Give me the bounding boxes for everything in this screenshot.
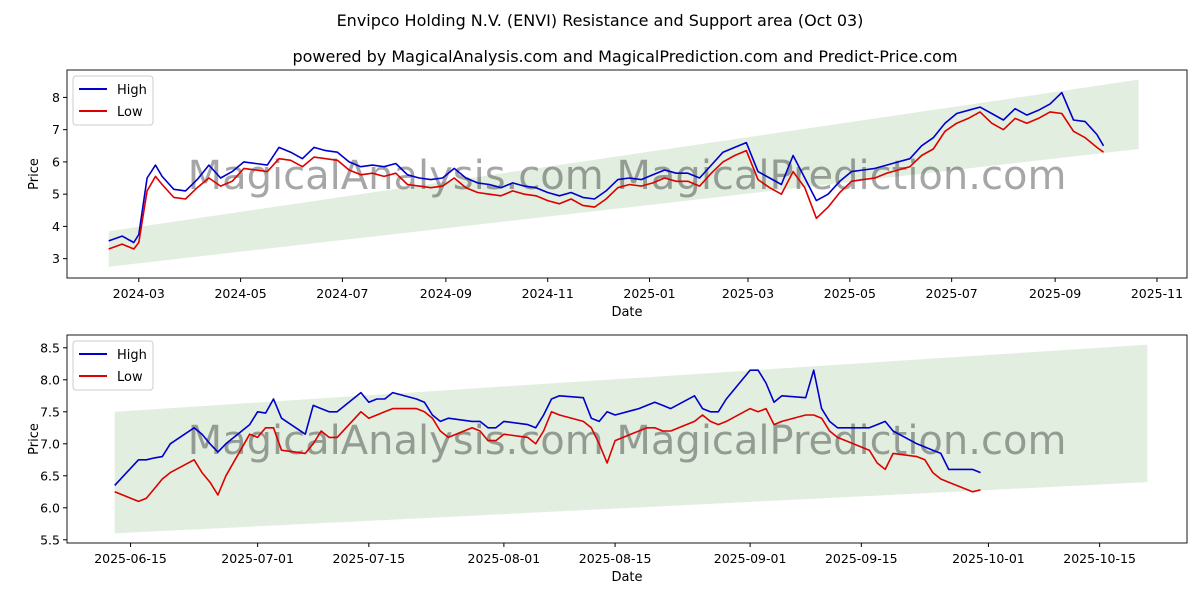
upper-panel: MagicalAnalysis.com MagicalPrediction.co… xyxy=(27,69,1188,320)
legend-label-high: High xyxy=(117,83,147,98)
x-tick-label: 2025-07 xyxy=(926,286,978,301)
watermark-text: MagicalAnalysis.com MagicalPrediction.co… xyxy=(188,153,1067,199)
y-tick-label: 8 xyxy=(52,90,60,105)
series-line-low xyxy=(108,111,1104,250)
y-tick-label: 6.0 xyxy=(40,500,60,515)
series-line-high xyxy=(108,91,1105,244)
y-tick-label: 3 xyxy=(52,251,60,266)
plot-area: MagicalAnalysis.com MagicalPrediction.co… xyxy=(108,79,1139,267)
x-tick-label: 2025-09 xyxy=(1029,286,1081,301)
x-tick-label: 2025-06-15 xyxy=(94,551,167,566)
y-tick-label: 8.0 xyxy=(40,372,60,387)
x-axis-label: Date xyxy=(611,305,642,320)
support-resistance-band xyxy=(108,79,1139,267)
x-tick-label: 2025-05 xyxy=(824,286,876,301)
y-tick-label: 6.5 xyxy=(40,468,60,483)
axes-frame xyxy=(66,334,1188,544)
y-tick-label: 7 xyxy=(52,122,60,137)
x-tick-label: 2025-09-01 xyxy=(714,551,787,566)
series-line-low xyxy=(114,407,981,503)
x-tick-label: 2024-03 xyxy=(113,286,165,301)
support-resistance-band xyxy=(114,344,1148,534)
series-line-high xyxy=(114,369,981,486)
x-tick-label: 2025-03 xyxy=(722,286,774,301)
x-tick-label: 2025-11 xyxy=(1131,286,1183,301)
x-tick-label: 2025-07-15 xyxy=(333,551,406,566)
y-tick-label: 6 xyxy=(52,154,60,169)
x-tick-label: 2024-11 xyxy=(522,286,574,301)
watermark-text: MagicalAnalysis.com MagicalPrediction.co… xyxy=(188,418,1067,464)
chart-subtitle: powered by MagicalAnalysis.com and Magic… xyxy=(292,47,957,66)
y-tick-label: 7.0 xyxy=(40,436,60,451)
x-tick-label: 2024-07 xyxy=(316,286,368,301)
chart-title: Envipco Holding N.V. (ENVI) Resistance a… xyxy=(337,11,864,30)
x-tick-label: 2025-10-01 xyxy=(952,551,1025,566)
y-axis-label: Price xyxy=(27,423,42,455)
legend-label-low: Low xyxy=(117,370,143,385)
x-tick-label: 2025-08-01 xyxy=(468,551,541,566)
legend: High Low xyxy=(72,340,154,391)
x-tick-label: 2024-05 xyxy=(214,286,266,301)
x-tick-label: 2025-01 xyxy=(623,286,675,301)
y-tick-label: 5 xyxy=(52,187,60,202)
x-tick-label: 2025-08-15 xyxy=(579,551,652,566)
plot-area: MagicalAnalysis.com MagicalPrediction.co… xyxy=(114,344,1148,534)
x-tick-label: 2025-10-15 xyxy=(1063,551,1136,566)
x-tick-label: 2025-07-01 xyxy=(221,551,294,566)
axes-frame xyxy=(66,69,1188,279)
lower-panel: MagicalAnalysis.com MagicalPrediction.co… xyxy=(27,334,1188,585)
x-tick-label: 2024-09 xyxy=(420,286,472,301)
y-tick-label: 8.5 xyxy=(40,340,60,355)
y-tick-label: 7.5 xyxy=(40,404,60,419)
y-tick-label: 5.5 xyxy=(40,532,60,547)
y-axis-label: Price xyxy=(27,158,42,190)
legend: High Low xyxy=(72,75,154,126)
legend-label-low: Low xyxy=(117,105,143,120)
legend-label-high: High xyxy=(117,348,147,363)
x-axis-label: Date xyxy=(611,570,642,585)
y-tick-label: 4 xyxy=(52,219,60,234)
x-tick-label: 2025-09-15 xyxy=(825,551,898,566)
